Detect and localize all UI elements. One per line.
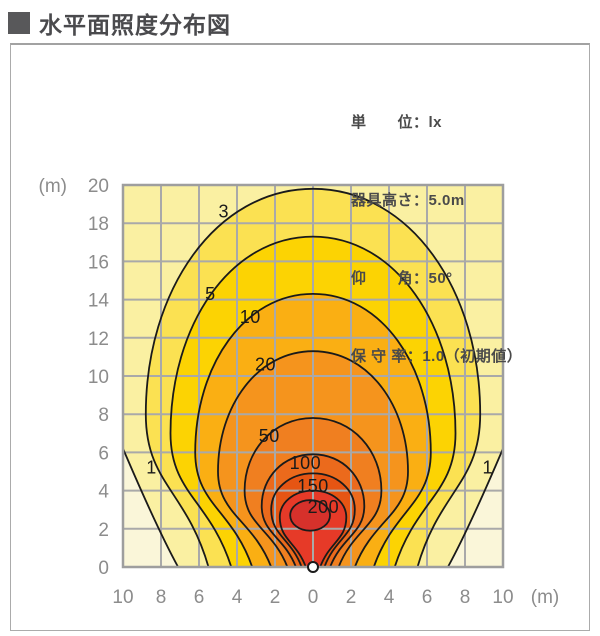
y-tick-label: 10 — [88, 367, 109, 388]
x-tick-label: 10 — [112, 587, 133, 608]
x-tick-label: 0 — [308, 587, 319, 608]
contour-label: 3 — [218, 202, 229, 222]
contour-label: 200 — [308, 497, 340, 517]
chart-panel: 単 位：lx 器具高さ：5.0m 仰 角：50° 保 守 率：1.0（初期値） … — [10, 43, 590, 631]
y-tick-label: 14 — [88, 291, 110, 312]
y-tick-label: 18 — [88, 214, 109, 235]
x-tick-label: 2 — [346, 587, 357, 608]
x-axis-unit-label: (m) — [531, 587, 559, 608]
x-tick-label: 8 — [460, 587, 471, 608]
y-tick-label: 16 — [88, 252, 109, 273]
x-tick-label: 4 — [232, 587, 243, 608]
legend-line-unit: 単 位：lx — [351, 114, 443, 131]
y-tick-label: 0 — [98, 558, 109, 579]
legend-line-fixture-height: 器具高さ：5.0m — [351, 192, 465, 209]
legend: 単 位：lx 器具高さ：5.0m 仰 角：50° 保 守 率：1.0（初期値） — [351, 58, 522, 422]
x-tick-label: 2 — [270, 587, 281, 608]
x-tick-label: 10 — [492, 587, 513, 608]
x-tick-label: 8 — [156, 587, 167, 608]
page-title-text: 水平面照度分布図 — [39, 12, 231, 38]
y-tick-label: 20 — [88, 176, 109, 197]
luminaire-marker — [307, 561, 319, 573]
x-tick-label: 4 — [384, 587, 395, 608]
grid-lines — [123, 185, 503, 567]
contour-label: 50 — [259, 426, 280, 446]
y-tick-label: 6 — [98, 443, 109, 464]
contour-label: 150 — [297, 476, 329, 496]
page-title: 水平面照度分布図 — [8, 6, 231, 40]
y-tick-label: 12 — [88, 329, 109, 350]
contour-label: 100 — [290, 453, 322, 473]
y-tick-label: 2 — [98, 520, 109, 541]
title-square-icon — [8, 12, 30, 34]
legend-line-maintenance-factor: 保 守 率：1.0（初期値） — [351, 348, 523, 365]
contour-lines — [122, 187, 504, 568]
contour-label: 1 — [146, 458, 157, 478]
contour-label: 20 — [255, 355, 276, 375]
y-tick-label: 8 — [98, 405, 109, 426]
contour-label: 1 — [483, 458, 494, 478]
x-tick-label: 6 — [422, 587, 433, 608]
contour-label: 10 — [240, 307, 261, 327]
y-tick-label: 4 — [98, 482, 109, 503]
legend-line-elevation-angle: 仰 角：50° — [351, 270, 453, 287]
y-axis-unit-label: (m) — [39, 176, 67, 197]
contour-label: 5 — [205, 284, 216, 304]
x-tick-label: 6 — [194, 587, 205, 608]
